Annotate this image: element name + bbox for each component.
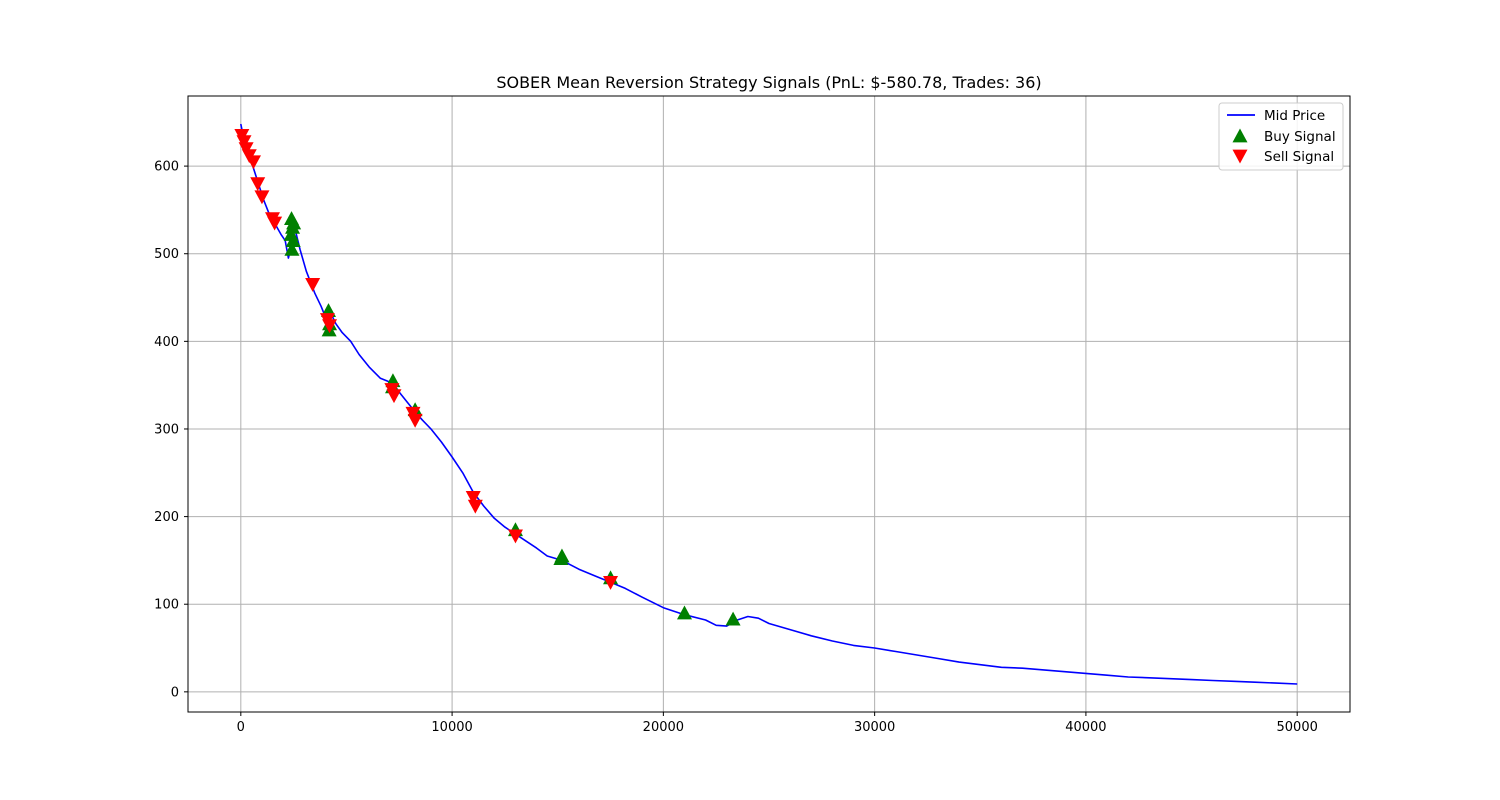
grid bbox=[188, 96, 1350, 712]
buy-signal-marker bbox=[286, 215, 302, 230]
legend-label: Sell Signal bbox=[1264, 149, 1334, 165]
legend: Mid Price Buy Signal Sell Signal bbox=[1218, 102, 1344, 171]
buy-signal-marker bbox=[676, 605, 692, 620]
x-tick-label: 10000 bbox=[431, 720, 472, 735]
axes-frame bbox=[187, 95, 1351, 713]
sell-signal-marker bbox=[322, 319, 338, 334]
sell-signal-marker bbox=[603, 575, 619, 590]
y-tick-label: 600 bbox=[154, 160, 179, 175]
legend-box bbox=[1218, 102, 1344, 171]
sell-signal-marker bbox=[305, 278, 321, 292]
sell-signal-marker bbox=[254, 190, 270, 205]
y-tick-label: 200 bbox=[154, 510, 179, 525]
sell-signal-marker bbox=[236, 135, 252, 150]
buy-signal-marker bbox=[725, 611, 741, 626]
x-tick-label: 40000 bbox=[1065, 720, 1106, 735]
mid-price-line bbox=[240, 123, 1298, 685]
sell-signal-marker bbox=[238, 142, 254, 157]
buy-signal-marker bbox=[284, 241, 300, 256]
sell-signal-marker bbox=[407, 413, 423, 428]
y-tick-label: 400 bbox=[154, 335, 179, 350]
legend-label: Buy Signal bbox=[1264, 129, 1336, 145]
sell-signal-marker bbox=[465, 490, 481, 505]
y-tick-label: 500 bbox=[154, 247, 179, 262]
sell-signal-marker bbox=[267, 216, 283, 231]
x-tick-label: 30000 bbox=[854, 720, 895, 735]
legend-buy-swatch bbox=[1232, 128, 1248, 143]
x-tick-label: 20000 bbox=[643, 720, 684, 735]
x-tick-label: 0 bbox=[237, 720, 245, 735]
axis-ticks: 0 10000 20000 30000 40000 50000 0 100 200 300 400 5… bbox=[154, 160, 1318, 735]
legend-sell-swatch bbox=[1232, 149, 1248, 164]
y-tick-label: 100 bbox=[154, 598, 179, 613]
buy-signal-marker bbox=[553, 551, 569, 566]
sell-signal-marker bbox=[250, 177, 266, 192]
sell-signal-marker bbox=[467, 499, 483, 514]
x-tick-label: 50000 bbox=[1277, 720, 1318, 735]
y-tick-label: 300 bbox=[154, 422, 179, 437]
y-tick-label: 0 bbox=[171, 685, 179, 700]
chart-title: SOBER Mean Reversion Strategy Signals (P… bbox=[496, 73, 1041, 92]
sell-signal-marker bbox=[386, 389, 402, 404]
plot-area bbox=[234, 123, 1298, 685]
legend-label: Mid Price bbox=[1264, 108, 1325, 124]
buy-signal-marker bbox=[283, 226, 299, 241]
sell-signal-marker bbox=[405, 406, 421, 421]
sell-signal-marker bbox=[507, 529, 523, 544]
sell-signal-marker bbox=[245, 155, 261, 170]
